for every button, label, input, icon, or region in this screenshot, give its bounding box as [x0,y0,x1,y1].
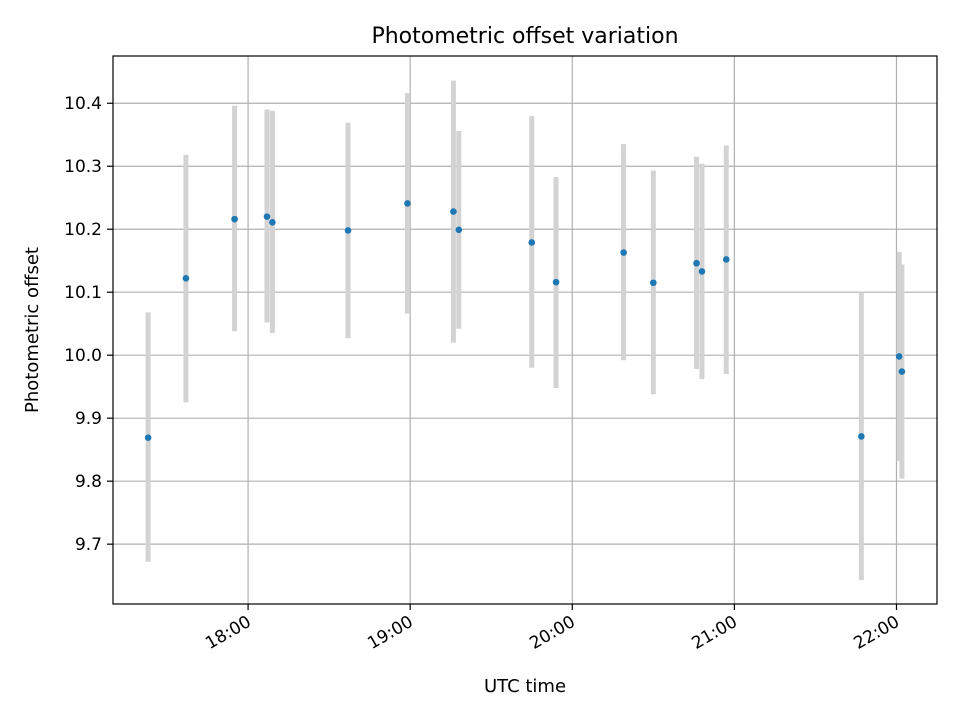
data-point [552,278,560,286]
data-point [528,239,536,246]
data-point [344,227,352,234]
data-point [895,353,903,360]
data-point [263,213,271,220]
y-tick-label: 9.7 [75,535,102,555]
y-tick-label: 10.3 [64,157,102,177]
x-axis-label: UTC time [484,676,566,697]
y-axis-label: Photometric offset [22,247,43,413]
grid-lines [113,56,937,604]
y-tick-label: 9.9 [75,409,102,429]
data-point [144,434,152,442]
y-axis-ticks: 9.7 9.8 9.9 10.0 10.1 10.2 10.3 10.4 [64,94,113,555]
chart-title: Photometric offset variation [371,24,678,49]
data-point [858,433,865,440]
data-point [650,279,657,287]
data-point [182,275,190,282]
y-tick-label: 10.4 [64,94,102,114]
data-point [898,368,906,375]
y-tick-label: 9.8 [75,472,102,492]
data-point [693,259,700,267]
data-point [450,208,457,215]
y-tick-label: 10.0 [64,346,102,366]
data-point [722,256,730,263]
y-tick-label: 10.1 [64,283,102,303]
data-point [455,226,463,234]
y-tick-label: 10.2 [64,220,102,240]
data-point [404,200,411,207]
plot-frame [112,55,938,605]
data-point [698,268,706,275]
data-points [144,200,906,442]
data-point [231,215,238,223]
data-point [620,249,627,256]
data-point [269,218,276,226]
